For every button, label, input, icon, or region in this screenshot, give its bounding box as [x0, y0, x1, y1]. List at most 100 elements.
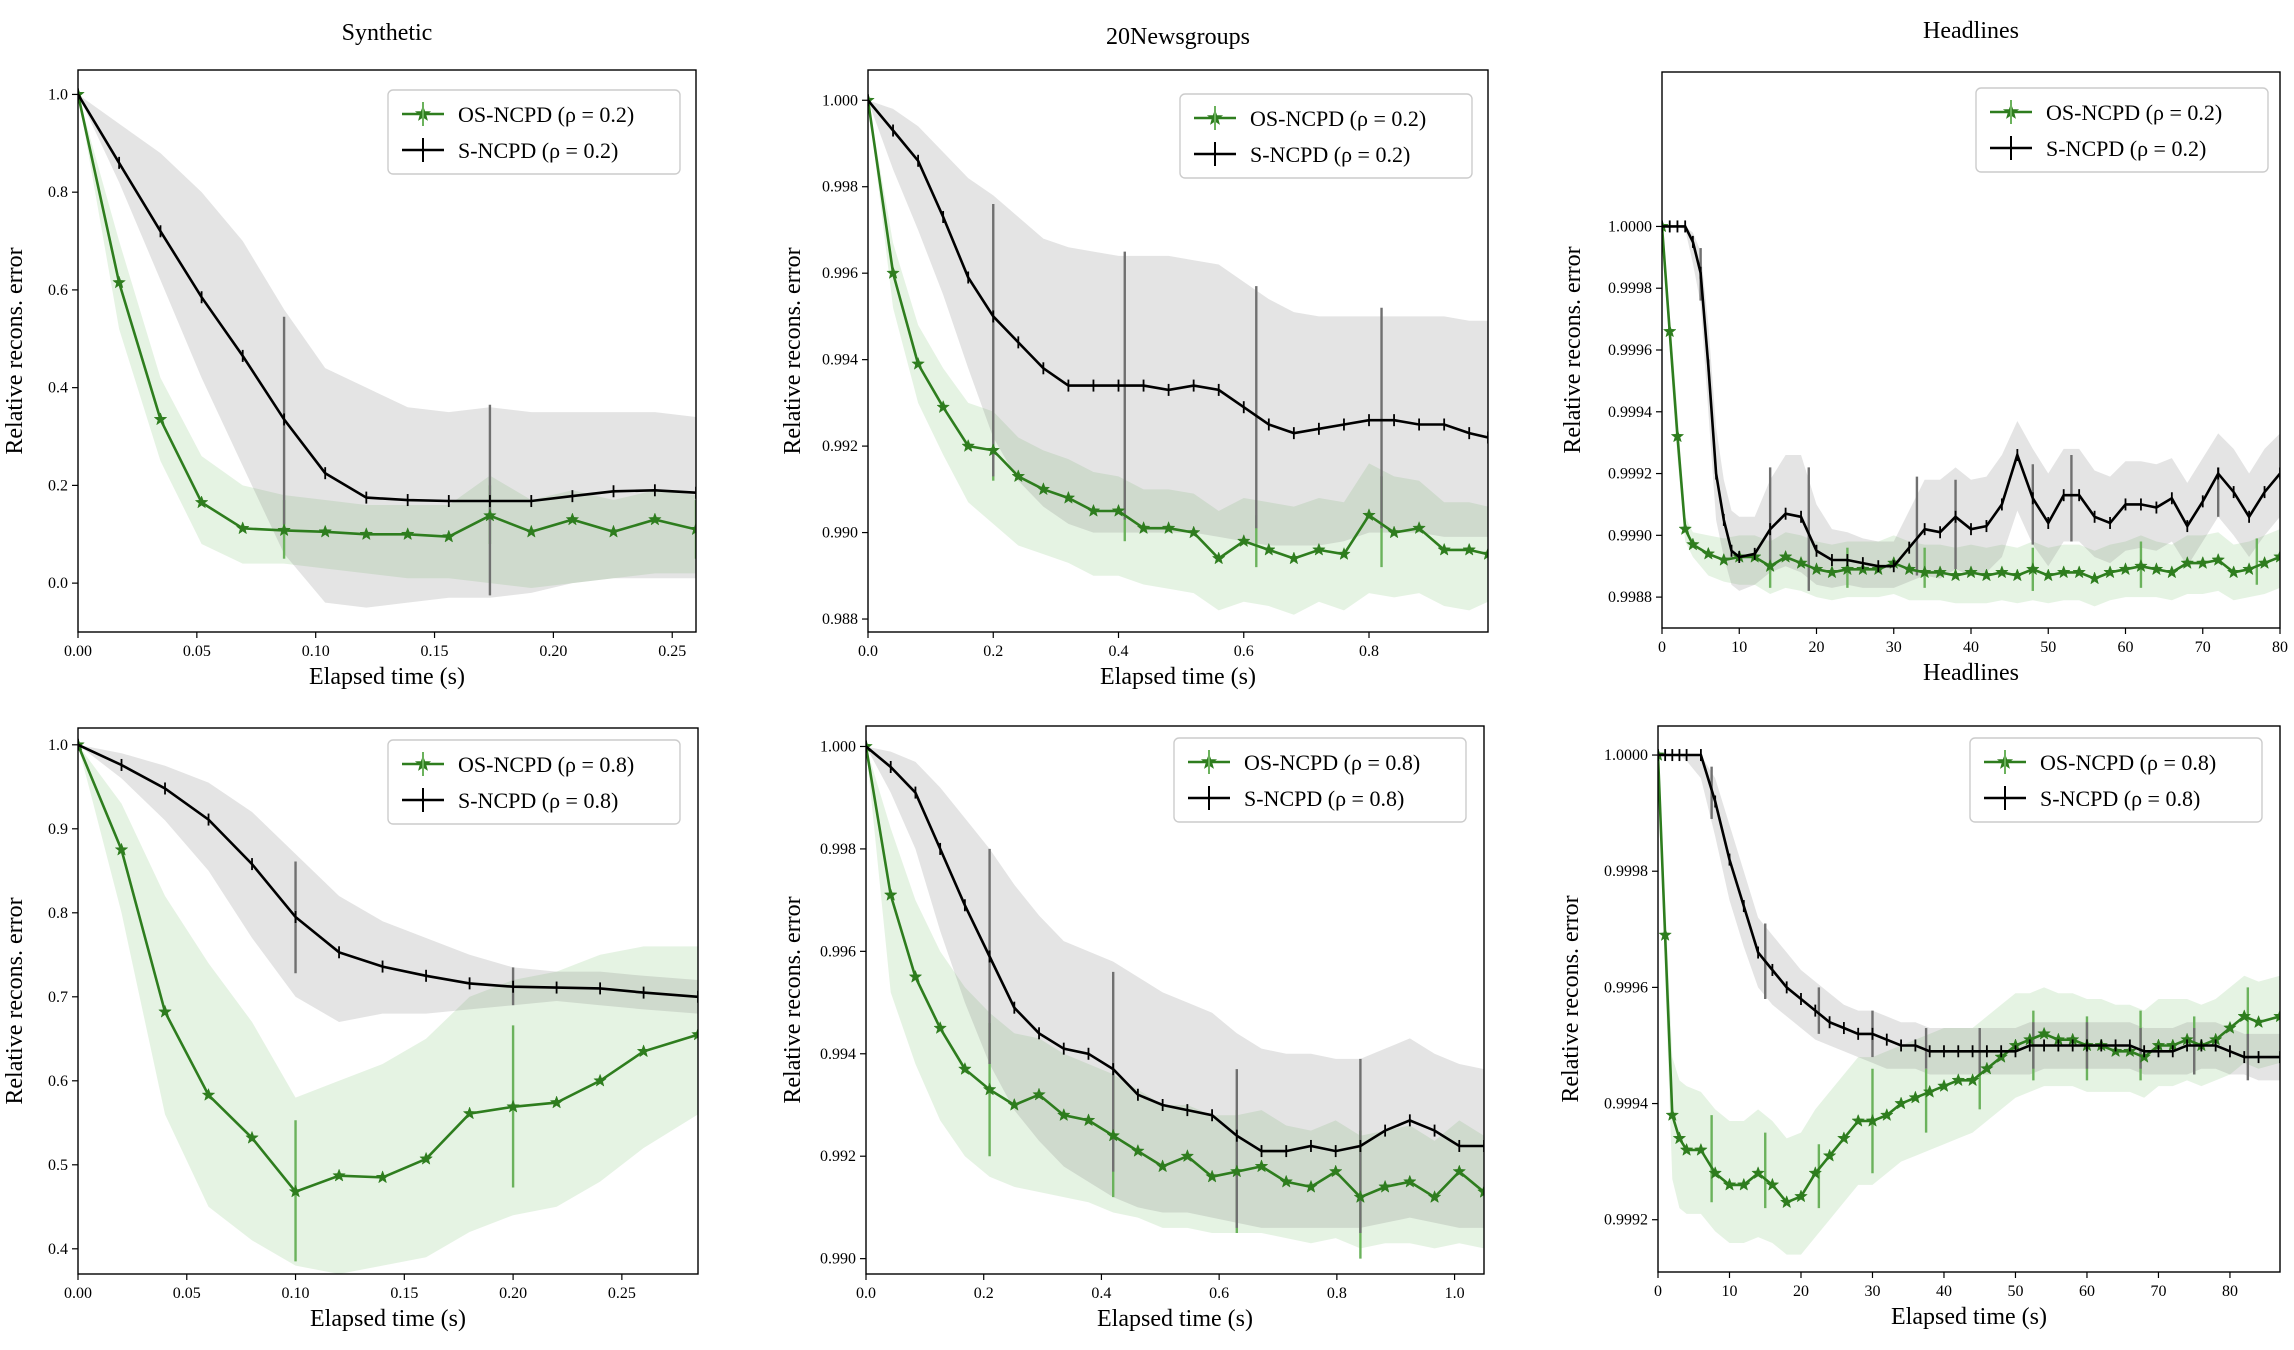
data-point	[158, 1004, 172, 1018]
x-tick-label: 0.10	[282, 1285, 310, 1302]
y-axis-label: Relative recons. error	[2, 247, 28, 454]
data-point	[2273, 1009, 2280, 1023]
y-tick-label: 0.998	[822, 179, 858, 196]
legend-entry: S-NCPD (ρ = 0.2)	[2046, 136, 2206, 161]
y-tick-label: 0.4	[48, 1241, 68, 1258]
data-point	[1205, 1169, 1219, 1183]
chart-title: Synthetic	[342, 20, 433, 46]
data-point	[2242, 562, 2256, 576]
data-point	[2118, 562, 2133, 576]
x-tick-label: 0.00	[64, 1285, 92, 1302]
data-point	[1879, 1107, 1894, 1121]
data-point	[883, 887, 898, 901]
x-tick-label: 20	[1793, 1283, 1809, 1300]
legend-entry: OS-NCPD (ρ = 0.2)	[2046, 100, 2222, 125]
y-tick-label: 0.996	[820, 943, 856, 960]
legend-entry: S-NCPD (ρ = 0.2)	[458, 138, 618, 163]
data-point	[2103, 565, 2117, 579]
data-point	[1427, 1189, 1442, 1203]
x-tick-label: 0.6	[1234, 643, 1254, 660]
plot-area	[1658, 747, 2280, 1255]
y-tick-label: 0.988	[822, 611, 858, 628]
data-point	[235, 521, 250, 535]
legend-entry: S-NCPD (ρ = 0.8)	[458, 788, 618, 813]
legend-entry: S-NCPD (ρ = 0.8)	[1244, 786, 1404, 811]
x-tick-label: 0.4	[1109, 643, 1129, 660]
data-point	[506, 1099, 520, 1113]
data-point	[1708, 1166, 1723, 1180]
data-point	[1794, 555, 1808, 569]
data-point	[2237, 1009, 2252, 1023]
y-axis-label: Relative recons. error	[780, 896, 806, 1103]
series-line-os-ncpd	[78, 94, 696, 539]
x-tick-label: 0.10	[302, 643, 330, 660]
data-point	[982, 1082, 997, 1096]
legend: OS-NCPD (ρ = 0.2) S-NCPD (ρ = 0.2)	[387, 89, 681, 175]
y-tick-label: 0.9992	[1604, 1212, 1648, 1229]
data-point	[153, 412, 168, 426]
data-point	[359, 527, 374, 541]
legend-entry: S-NCPD (ρ = 0.8)	[2040, 786, 2200, 811]
data-point	[462, 1106, 477, 1120]
chart-title: 20Newsgroups	[1106, 24, 1250, 50]
data-point	[1701, 546, 1716, 560]
x-tick-label: 0.05	[183, 643, 211, 660]
legend: OS-NCPD (ρ = 0.8) S-NCPD (ρ = 0.8)	[1969, 737, 2263, 823]
data-point	[201, 1087, 216, 1101]
y-tick-label: 0.4	[48, 380, 68, 397]
x-tick-label: 0.2	[983, 643, 1003, 660]
y-tick-label: 0.990	[820, 1251, 856, 1268]
data-point	[593, 1073, 607, 1087]
x-tick-label: 40	[1936, 1283, 1952, 1300]
plot-area	[868, 93, 1488, 615]
data-point	[1412, 520, 1426, 535]
legend-entry: OS-NCPD (ρ = 0.8)	[2040, 750, 2216, 775]
plot-area	[78, 87, 696, 608]
data-point	[2025, 562, 2040, 576]
series-line-s-ncpd	[868, 99, 1488, 439]
data-point	[933, 1020, 947, 1034]
x-tick-label: 70	[2195, 639, 2211, 656]
legend-entry: OS-NCPD (ρ = 0.2)	[1250, 106, 1426, 131]
series-line-os-ncpd	[868, 100, 1488, 561]
data-point	[1837, 1131, 1851, 1145]
x-tick-label: 0.8	[1327, 1285, 1347, 1302]
data-point	[1036, 482, 1051, 496]
y-tick-label: 0.9988	[1608, 589, 1652, 606]
legend-entry: S-NCPD (ρ = 0.2)	[1250, 142, 1410, 167]
confidence-band-s-ncpd	[78, 94, 696, 608]
data-point	[1822, 1148, 1837, 1162]
y-tick-label: 1.0	[48, 86, 68, 103]
data-point	[1694, 1142, 1708, 1156]
x-tick-label: 50	[2007, 1283, 2023, 1300]
axes-frame	[865, 725, 1485, 1275]
x-tick-label: 60	[2079, 1283, 2095, 1300]
y-tick-label: 1.0000	[1608, 218, 1652, 235]
data-point	[2257, 555, 2272, 569]
legend-box	[1975, 87, 2269, 173]
data-point	[1131, 1143, 1145, 1157]
confidence-band-s-ncpd	[78, 744, 698, 1022]
data-point	[1254, 1159, 1269, 1173]
data-point	[1477, 1184, 1484, 1198]
x-tick-label: 0	[1654, 1283, 1662, 1300]
confidence-band-os-ncpd	[1662, 226, 2280, 607]
data-point	[1378, 1179, 1392, 1193]
x-tick-label: 10	[1721, 1283, 1737, 1300]
y-tick-label: 0.2	[48, 477, 68, 494]
data-point	[1894, 1096, 1908, 1110]
data-point	[1061, 490, 1076, 504]
data-point	[1312, 542, 1326, 556]
axes-frame	[1657, 725, 2281, 1273]
legend: OS-NCPD (ρ = 0.2) S-NCPD (ρ = 0.2)	[1975, 87, 2269, 173]
data-point	[2223, 1020, 2237, 1034]
y-tick-label: 0.9996	[1604, 979, 1648, 996]
x-tick-label: 0.00	[64, 643, 92, 660]
x-tick-label: 0.20	[539, 643, 567, 660]
data-point	[419, 1151, 433, 1165]
data-point	[1658, 927, 1672, 941]
data-point	[375, 1170, 390, 1184]
data-point	[936, 400, 950, 414]
y-tick-label: 0.996	[822, 265, 858, 282]
